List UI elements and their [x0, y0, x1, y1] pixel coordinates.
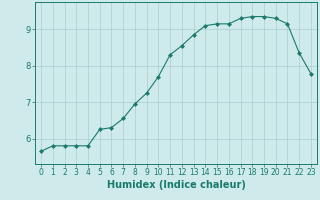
X-axis label: Humidex (Indice chaleur): Humidex (Indice chaleur) [107, 180, 245, 190]
